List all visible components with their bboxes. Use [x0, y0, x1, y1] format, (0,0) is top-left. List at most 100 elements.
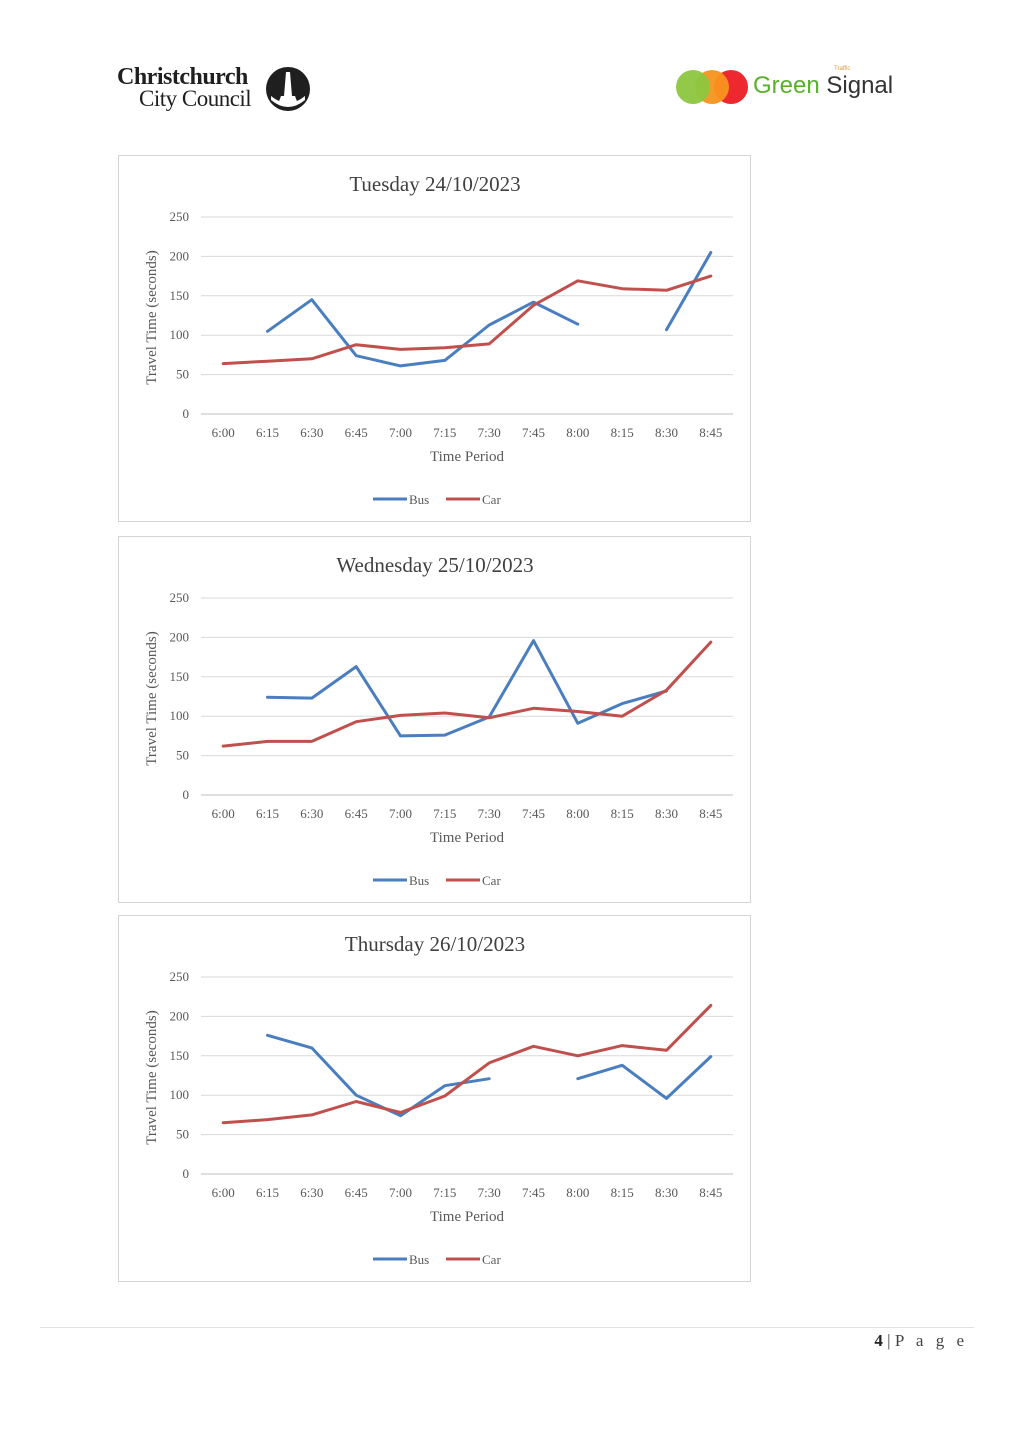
chart-svg-0: Tuesday 24/10/2023 0 50 100 150 200 250 6:00 6:1… [144, 172, 733, 507]
x-axis-title: Time Period [430, 1209, 505, 1225]
x-tick-label: 8:30 [655, 1185, 678, 1200]
council-name: Christchurch City Council [117, 64, 252, 111]
y-tick-label: 0 [183, 406, 190, 421]
footer-divider [40, 1327, 974, 1328]
x-tick-label: 7:30 [478, 1185, 501, 1200]
y-tick-label: 200 [170, 629, 190, 644]
logo-small-text: Traffic [834, 66, 851, 72]
page-label: P a g e [894, 1331, 968, 1350]
y-axis-title: Travel Time (seconds) [144, 1010, 160, 1144]
y-tick-label: 250 [170, 590, 190, 605]
x-tick-label: 6:45 [345, 1185, 368, 1200]
y-axis-title: Travel Time (seconds) [144, 631, 160, 765]
x-tick-label: 6:00 [212, 1185, 235, 1200]
chart-svg-1: Wednesday 25/10/2023 0 50 100 150 200 250 6:00 6… [144, 553, 733, 888]
x-axis-title: Time Period [430, 830, 505, 846]
y-tick-label: 50 [176, 1127, 189, 1142]
x-tick-label: 7:00 [389, 806, 412, 821]
x-tick-label: 7:30 [478, 806, 501, 821]
y-tick-label: 0 [183, 787, 190, 802]
x-tick-label: 6:30 [300, 1185, 323, 1200]
x-tick-label: 7:15 [433, 1185, 456, 1200]
series-line-bus [266, 298, 580, 368]
y-axis-title: Travel Time (seconds) [144, 250, 160, 384]
x-tick-label: 6:30 [300, 806, 323, 821]
chart-title: Wednesday 25/10/2023 [336, 553, 533, 577]
logo-word-green: Green [753, 72, 820, 99]
page-separator: | [887, 1331, 891, 1350]
x-tick-label: 7:15 [433, 425, 456, 440]
y-tick-label: 100 [170, 327, 190, 342]
x-tick-label: 6:45 [345, 806, 368, 821]
green-dot [676, 70, 710, 104]
series-line-bus [665, 251, 713, 332]
y-tick-label: 100 [170, 1087, 190, 1102]
chart-title: Tuesday 24/10/2023 [349, 172, 520, 196]
x-tick-label: 7:45 [522, 425, 545, 440]
x-tick-label: 7:00 [389, 1185, 412, 1200]
christchurch-city-council-logo: Christchurch City Council [117, 64, 317, 116]
x-axis-title: Time Period [430, 449, 505, 465]
chart-title: Thursday 26/10/2023 [345, 932, 525, 956]
series-line-car [221, 274, 713, 366]
x-tick-label: 6:15 [256, 1185, 279, 1200]
legend-label-bus: Bus [409, 873, 429, 888]
x-tick-label: 6:30 [300, 425, 323, 440]
page-number-value: 4 [874, 1331, 883, 1350]
x-tick-label: 8:45 [699, 1185, 722, 1200]
x-tick-label: 8:15 [611, 1185, 634, 1200]
chart-panel-thursday: Thursday 26/10/2023 0 50 100 150 200 250 6:00 6:… [118, 915, 751, 1282]
x-tick-label: 6:00 [212, 806, 235, 821]
series-line-bus [266, 639, 668, 738]
logo-word-signal: Signal [826, 72, 894, 99]
x-tick-label: 7:15 [433, 806, 456, 821]
y-tick-label: 150 [170, 1048, 190, 1063]
chart-panel-wednesday: Wednesday 25/10/2023 0 50 100 150 200 250 6:00 6… [118, 536, 751, 903]
x-tick-label: 7:45 [522, 1185, 545, 1200]
council-name-line1: Christchurch [117, 64, 248, 90]
x-tick-label: 8:00 [566, 425, 589, 440]
y-tick-label: 50 [176, 367, 189, 382]
y-tick-label: 0 [183, 1166, 190, 1181]
x-tick-label: 8:45 [699, 425, 722, 440]
legend-label-bus: Bus [409, 1252, 429, 1267]
x-tick-label: 8:30 [655, 425, 678, 440]
traffic-light-dots-icon [676, 70, 748, 104]
x-tick-label: 6:15 [256, 806, 279, 821]
legend-label-car: Car [482, 1252, 501, 1267]
y-tick-label: 200 [170, 248, 190, 263]
x-tick-label: 6:15 [256, 425, 279, 440]
legend-label-car: Car [482, 492, 501, 507]
page-number: 4 | P a g e [874, 1331, 968, 1351]
series-line-bus [576, 1055, 713, 1100]
cathedral-emblem-icon [266, 67, 310, 111]
x-tick-label: 6:45 [345, 425, 368, 440]
y-tick-label: 150 [170, 669, 190, 684]
green-signal-logo: Traffic Green Signal [674, 66, 894, 108]
logo-wordmark: Green Signal [753, 72, 893, 100]
chart-svg-2: Thursday 26/10/2023 0 50 100 150 200 250 6:00 6:… [144, 932, 733, 1267]
council-name-line2: City Council [139, 86, 252, 111]
x-tick-label: 8:00 [566, 806, 589, 821]
y-tick-label: 250 [170, 209, 190, 224]
x-tick-label: 8:30 [655, 806, 678, 821]
y-tick-label: 150 [170, 288, 190, 303]
x-tick-label: 8:00 [566, 1185, 589, 1200]
series-line-car [221, 1003, 713, 1125]
x-tick-label: 8:15 [611, 806, 634, 821]
x-tick-label: 7:30 [478, 425, 501, 440]
chart-panel-tuesday: Tuesday 24/10/2023 0 50 100 150 200 250 6:00 6:1… [118, 155, 751, 522]
legend-label-car: Car [482, 873, 501, 888]
series-line-bus [266, 1033, 491, 1118]
legend-label-bus: Bus [409, 492, 429, 507]
x-tick-label: 6:00 [212, 425, 235, 440]
x-tick-label: 7:45 [522, 806, 545, 821]
y-tick-label: 250 [170, 969, 190, 984]
x-tick-label: 8:15 [611, 425, 634, 440]
x-tick-label: 7:00 [389, 425, 412, 440]
y-tick-label: 200 [170, 1008, 190, 1023]
y-tick-label: 100 [170, 708, 190, 723]
y-tick-label: 50 [176, 748, 189, 763]
x-tick-label: 8:45 [699, 806, 722, 821]
series-line-car [221, 640, 713, 748]
